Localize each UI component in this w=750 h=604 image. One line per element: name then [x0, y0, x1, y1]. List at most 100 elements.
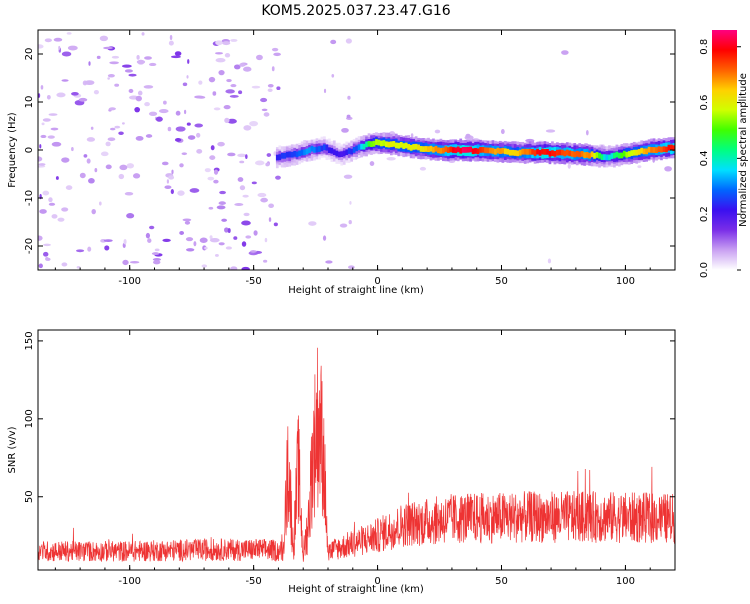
- spectrogram-cell: [107, 137, 116, 142]
- spectrogram-cell: [330, 39, 337, 45]
- spectrogram-ridge-cell: [580, 151, 584, 157]
- y-tick-label: 10: [24, 96, 35, 109]
- colorbar-tick-label: 0.0: [699, 262, 710, 278]
- x-tick-label: 50: [495, 576, 508, 587]
- spectrogram-ridge-cell: [640, 147, 644, 154]
- spectrogram-ridge-cell: [372, 140, 376, 147]
- spectrogram-cell: [410, 133, 414, 139]
- spectrogram-ridge-cell: [392, 141, 396, 147]
- spectrogram-cell: [108, 107, 116, 111]
- spectrogram-ridge-cell: [617, 152, 621, 159]
- spectrogram-ridge-cell: [526, 148, 530, 155]
- spectrogram-cell: [105, 164, 112, 170]
- spectrogram-cell: [99, 35, 109, 42]
- spectrogram-cell: [193, 241, 197, 247]
- spectrogram-cell: [465, 133, 471, 139]
- figure-title: KOM5.2025.037.23.47.G16: [261, 3, 450, 19]
- spectrogram-cell: [224, 227, 229, 233]
- spectrogram-ridge-cell: [310, 145, 314, 152]
- spectrogram-ridge-cell: [365, 141, 368, 148]
- spectrogram-cell: [323, 88, 327, 94]
- spectrogram-cell: [144, 56, 152, 60]
- spectrogram-ridge-cell: [588, 152, 591, 159]
- spectrogram-cell: [226, 78, 232, 83]
- snr-series-line: [38, 347, 675, 563]
- spectrogram-ridge-cell: [375, 139, 378, 145]
- spectrogram-ridge: [275, 132, 675, 169]
- spectrogram-cell: [250, 250, 257, 253]
- colorbar-tick-label: 0.8: [699, 39, 710, 55]
- spectrogram-ridge-cell: [345, 149, 349, 156]
- spectrogram-cell: [152, 258, 162, 261]
- spectrogram-ridge-cell: [501, 147, 505, 154]
- spectrogram-cell: [48, 113, 58, 116]
- spectrogram-cell: [175, 110, 181, 116]
- spectrogram-ridge-cell: [590, 151, 594, 158]
- spectrogram-cell: [268, 203, 274, 209]
- spectrogram-ridge-cell: [546, 149, 549, 155]
- spectrogram-cell: [134, 106, 141, 113]
- colorbar-tick-label: 0.2: [699, 206, 710, 222]
- spectrogram-cell: [38, 44, 44, 49]
- spectrogram-ridge-cell: [454, 147, 458, 154]
- spectrogram-cell: [88, 61, 91, 66]
- spectrogram-ridge-cell: [389, 141, 393, 148]
- spectrogram-cell: [104, 245, 110, 251]
- spectrogram-ridge-cell: [494, 148, 497, 155]
- spectrogram-cell: [83, 154, 88, 158]
- spectrogram-cell: [86, 137, 96, 142]
- spectrogram-cell: [241, 220, 251, 226]
- spectrogram-ridge-cell: [630, 150, 634, 156]
- spectrogram-cell: [149, 225, 155, 230]
- spectrogram-ridge-cell: [506, 148, 510, 155]
- spectrogram-cell: [90, 126, 94, 130]
- spectrogram-ridge-cell: [275, 154, 279, 161]
- spectrogram-cell: [114, 83, 120, 87]
- spectrogram-cell: [185, 237, 194, 242]
- spectrogram-y-ticks: -20 -10 0 10 20: [24, 48, 675, 254]
- spectrogram-cell: [79, 172, 86, 179]
- spectrogram-ridge-cell: [466, 146, 470, 153]
- spectrogram-ridge-cell: [613, 152, 616, 159]
- spectrogram-ridge-cell: [449, 146, 453, 153]
- spectrogram-cell: [386, 156, 396, 161]
- x-tick-label: -100: [118, 276, 141, 287]
- spectrogram-cell: [153, 260, 161, 265]
- spectrogram-cell: [61, 262, 68, 267]
- spectrogram-cell: [212, 91, 217, 96]
- spectrogram-cell: [135, 135, 144, 141]
- spectrogram-cell: [147, 238, 152, 243]
- spectrogram-cell: [57, 217, 65, 222]
- spectrogram-ridge-cell: [657, 146, 661, 153]
- spectrogram-cell: [239, 185, 246, 191]
- spectrogram-cell: [71, 146, 74, 152]
- spectrogram-ridge-cell: [603, 154, 606, 160]
- spectrogram-cell: [209, 235, 213, 240]
- spectrogram-cell: [174, 51, 182, 57]
- spectrogram-ridge-cell: [464, 147, 468, 153]
- spectrogram-ridge-cell: [399, 141, 403, 148]
- spectrogram-cell: [109, 61, 119, 65]
- spectrogram-ridge-cell: [419, 146, 423, 152]
- spectrogram-cell: [331, 73, 335, 78]
- spectrogram-ridge-cell: [496, 147, 500, 154]
- y-tick-label: -20: [24, 238, 35, 254]
- y-tick-label: 100: [24, 409, 35, 428]
- spectrogram-cell: [43, 251, 49, 257]
- x-tick-label: 0: [374, 576, 380, 587]
- spectrogram-ridge-cell: [409, 144, 413, 151]
- spectrogram-ridge-cell: [332, 149, 336, 156]
- spectrogram-cell: [369, 161, 375, 166]
- spectrogram-ridge-cell: [645, 148, 648, 155]
- spectrogram-cell: [233, 236, 238, 240]
- spectrogram-ridge-cell: [528, 148, 532, 155]
- spectrogram-ridge-cell: [288, 151, 292, 158]
- spectrogram-cell: [448, 160, 456, 163]
- spectrogram-cell: [105, 141, 111, 147]
- spectrogram-ridge-cell: [397, 142, 401, 149]
- spectrogram-cell: [162, 238, 171, 243]
- spectrogram-ridge-cell: [422, 146, 425, 152]
- spectrogram-cell: [38, 163, 46, 166]
- spectrogram-ridge-cell: [610, 153, 614, 159]
